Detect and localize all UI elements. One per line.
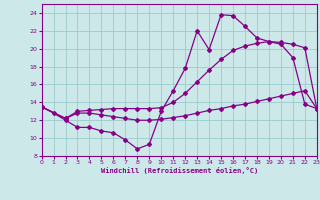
X-axis label: Windchill (Refroidissement éolien,°C): Windchill (Refroidissement éolien,°C): [100, 167, 258, 174]
